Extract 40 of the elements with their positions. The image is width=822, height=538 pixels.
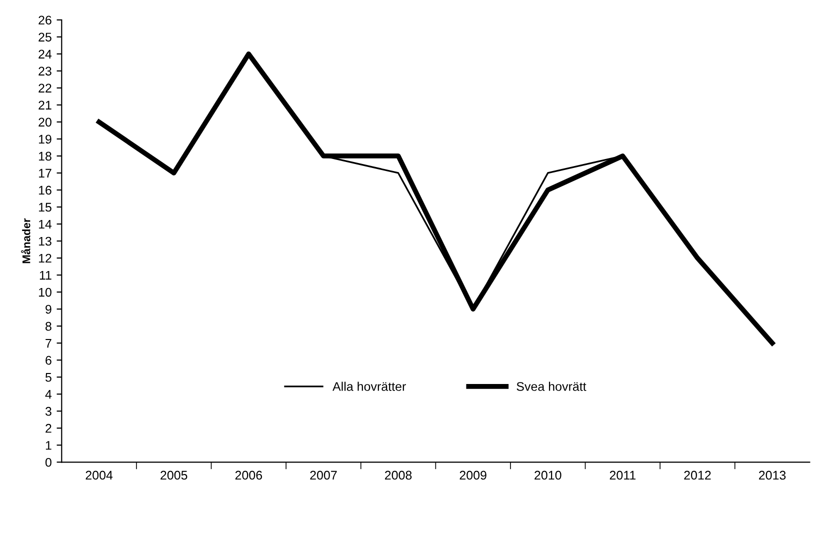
y-tick-label: 18 xyxy=(38,152,52,161)
x-tick-label: 2012 xyxy=(684,470,711,480)
x-tick-label: 2004 xyxy=(86,470,113,480)
y-tick-label: 3 xyxy=(45,406,52,416)
y-tick-label: 25 xyxy=(38,32,52,42)
legend-label: Alla hovrätter xyxy=(332,382,406,391)
y-tick-label: 13 xyxy=(38,236,52,246)
x-tick-label: 2006 xyxy=(235,470,262,480)
y-tick-label: 17 xyxy=(38,168,52,178)
x-tick-label: 2007 xyxy=(310,470,337,480)
y-tick-label: 8 xyxy=(46,322,52,331)
x-tick-label: 2008 xyxy=(384,470,412,480)
y-tick-label: 26 xyxy=(38,16,52,25)
x-tick-label: 2005 xyxy=(160,470,188,480)
y-tick-label: 15 xyxy=(38,202,52,212)
y-tick-label: 22 xyxy=(38,84,52,92)
x-tick-label: 2011 xyxy=(610,470,636,480)
y-tick-label: 16 xyxy=(38,186,52,195)
y-tick-label: 24 xyxy=(38,50,52,58)
y-tick-label: 21 xyxy=(38,100,52,110)
y-tick-label: 9 xyxy=(46,304,52,314)
y-tick-label: 7 xyxy=(46,339,52,348)
x-tick-label: 2009 xyxy=(460,470,486,480)
y-tick-label: 5 xyxy=(45,373,52,382)
y-tick-label: 19 xyxy=(38,134,52,144)
y-tick-label: 6 xyxy=(46,356,52,365)
y-tick-label: 12 xyxy=(38,254,52,263)
y-axis-title: Månader xyxy=(21,218,30,264)
x-tick-label: 2010 xyxy=(534,470,562,480)
x-tick-label: 2013 xyxy=(758,470,786,480)
y-tick-label: 14 xyxy=(38,220,52,229)
legend-label: Svea hovrätt xyxy=(516,382,586,391)
y-tick-label: 20 xyxy=(38,118,52,127)
y-tick-label: 0 xyxy=(45,458,52,467)
y-tick-label: 4 xyxy=(45,390,52,399)
y-tick-label: 11 xyxy=(40,270,52,280)
y-tick-label: 2 xyxy=(46,424,52,433)
y-tick-label: 1 xyxy=(46,441,52,450)
y-tick-label: 23 xyxy=(38,66,52,76)
y-tick-label: 10 xyxy=(38,288,52,297)
